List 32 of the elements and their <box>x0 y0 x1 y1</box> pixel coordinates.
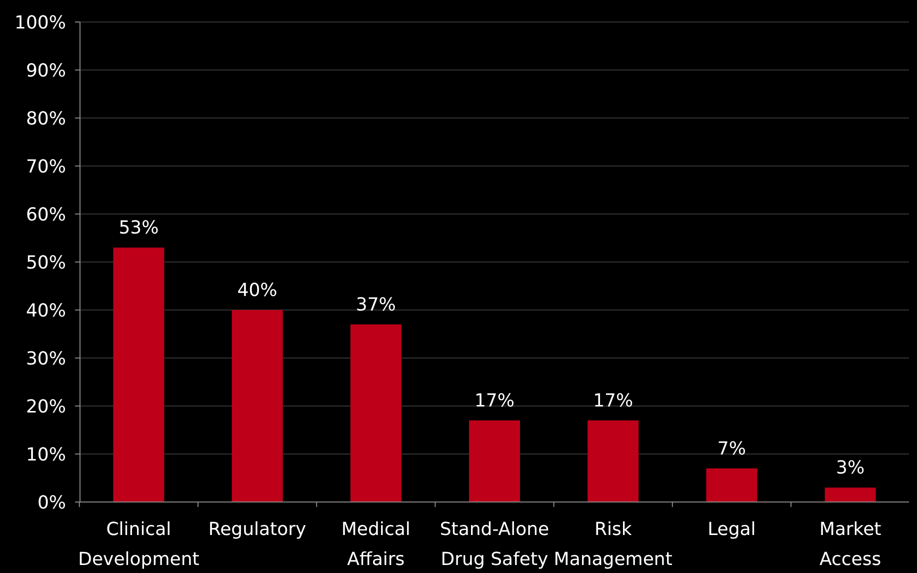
data-label: 53% <box>118 218 159 239</box>
data-label: 37% <box>356 294 396 316</box>
x-tick-label: Clinical Development <box>78 519 200 570</box>
y-tick-label: 100% <box>14 12 66 34</box>
data-label: 17% <box>593 390 634 412</box>
y-tick-label: 70% <box>26 156 66 178</box>
bar <box>469 420 520 502</box>
y-tick-label: 20% <box>26 396 66 418</box>
bar <box>232 310 283 502</box>
bar <box>824 488 876 502</box>
y-tick-label: 30% <box>26 348 66 370</box>
data-label: 17% <box>474 390 515 412</box>
x-tick-label: Risk Management <box>554 519 672 570</box>
y-tick-label: 60% <box>26 204 66 226</box>
y-tick-label: 40% <box>26 300 66 322</box>
x-tick-label: Stand-Alone Drug Safety <box>440 519 550 570</box>
x-tick-label: Medical Affairs <box>341 519 410 570</box>
y-tick-label: 90% <box>26 60 66 82</box>
x-tick-label: Regulatory <box>208 519 307 540</box>
bar <box>706 468 758 502</box>
y-tick-label: 50% <box>26 252 66 274</box>
data-label: 40% <box>237 280 278 301</box>
y-tick-label: 10% <box>26 444 66 466</box>
bar <box>113 248 164 502</box>
bar <box>588 420 639 502</box>
data-label: 7% <box>717 438 746 460</box>
x-tick-label: Legal <box>708 519 756 540</box>
y-tick-label: 0% <box>37 492 66 514</box>
bar <box>350 324 402 502</box>
data-label: 3% <box>836 458 865 479</box>
y-tick-label: 80% <box>26 108 66 130</box>
x-tick-label: Market Access <box>819 519 882 570</box>
